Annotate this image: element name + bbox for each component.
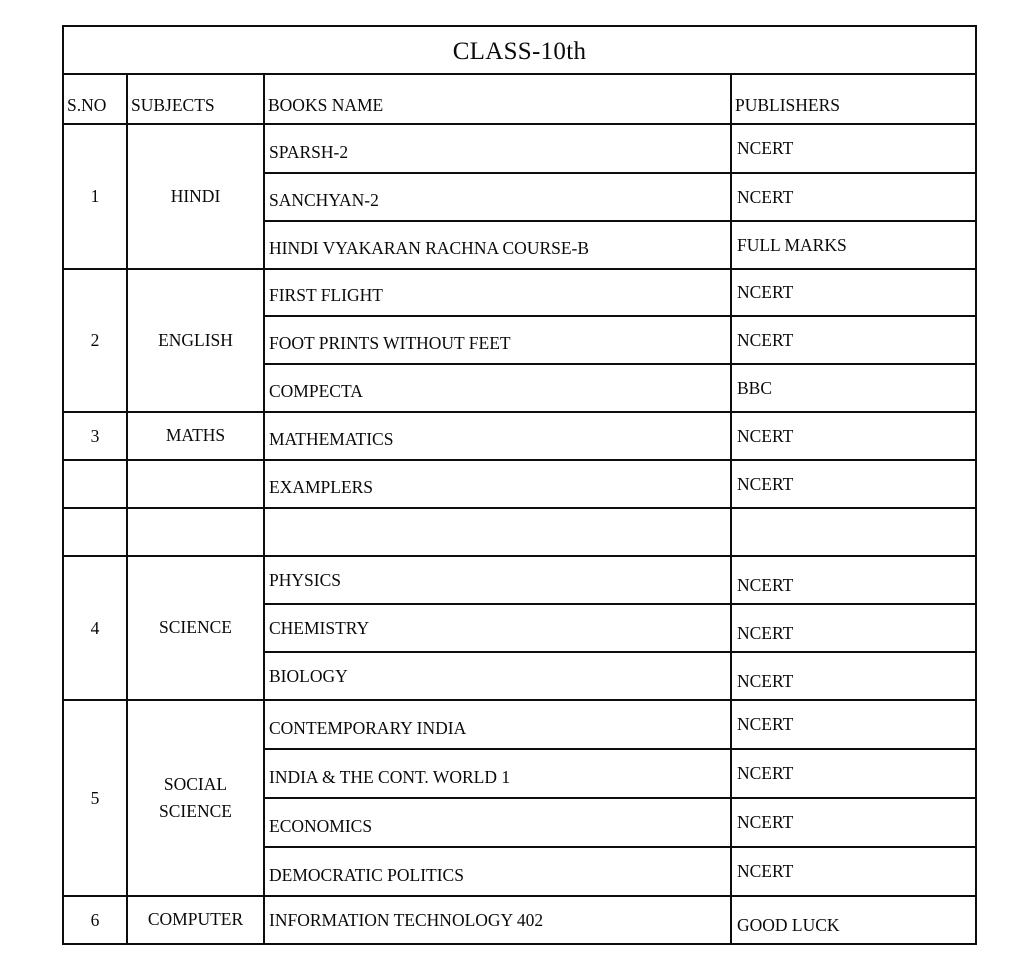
subject-empty xyxy=(126,507,265,557)
column-header-books-name: BOOKS NAME xyxy=(263,73,732,125)
publisher: NCERT xyxy=(730,268,977,317)
publisher: FULL MARKS xyxy=(730,220,977,270)
book-name: FIRST FLIGHT xyxy=(263,268,732,317)
table-row: 1 HINDI SPARSH-2 NCERT xyxy=(62,123,977,270)
table-row: HINDI VYAKARAN RACHNA COURSE-B FULL MARK… xyxy=(63,220,977,270)
table-row: ECONOMICS NCERT xyxy=(63,797,977,848)
column-header-publishers: PUBLISHERS xyxy=(730,73,977,125)
book-name: INFORMATION TECHNOLOGY 402 xyxy=(263,895,732,945)
publisher: GOOD LUCK xyxy=(730,895,977,945)
sno-english: 2 xyxy=(62,268,128,413)
publisher: NCERT xyxy=(730,459,977,509)
book-name xyxy=(263,507,732,557)
publisher: NCERT xyxy=(730,172,977,222)
subject-english: ENGLISH xyxy=(126,268,265,413)
book-name: COMPECTA xyxy=(263,363,732,413)
sno-empty xyxy=(62,459,128,509)
subject-empty xyxy=(126,459,265,509)
book-name: BIOLOGY xyxy=(263,651,732,701)
sno-computer: 6 xyxy=(62,895,128,945)
table-row: 2 ENGLISH FIRST FLIGHT NCERT xyxy=(62,268,977,413)
publisher xyxy=(730,507,977,557)
sno-hindi: 1 xyxy=(62,123,128,270)
table-row: COMPECTA BBC xyxy=(63,363,977,413)
table-row: SANCHYAN-2 NCERT xyxy=(63,172,977,222)
book-name: ECONOMICS xyxy=(263,797,732,848)
page-title: CLASS-10th xyxy=(62,25,977,75)
publisher: NCERT xyxy=(730,123,977,174)
publisher: NCERT xyxy=(730,699,977,750)
table-row: EXAMPLERS NCERT xyxy=(62,459,977,509)
table-row: 4 SCIENCE PHYSICS NCERT xyxy=(62,555,977,701)
table-row: 5 SOCIAL SCIENCE CONTEMPORARY INDIA NCER… xyxy=(62,699,977,897)
subject-computer: COMPUTER xyxy=(126,895,265,945)
publisher: NCERT xyxy=(730,797,977,848)
subject-social-science: SOCIAL SCIENCE xyxy=(126,699,265,897)
publisher: NCERT xyxy=(730,555,977,605)
column-header-subjects: SUBJECTS xyxy=(126,73,265,125)
table-row: FOOT PRINTS WITHOUT FEET NCERT xyxy=(63,315,977,365)
publisher: NCERT xyxy=(730,411,977,461)
book-name: CHEMISTRY xyxy=(263,603,732,653)
book-name: INDIA & THE CONT. WORLD 1 xyxy=(263,748,732,799)
table-row: BIOLOGY NCERT xyxy=(63,651,977,701)
table-row: CHEMISTRY NCERT xyxy=(63,603,977,653)
sno-maths: 3 xyxy=(62,411,128,461)
book-name: SANCHYAN-2 xyxy=(263,172,732,222)
sno-empty xyxy=(62,507,128,557)
book-name: DEMOCRATIC POLITICS xyxy=(263,846,732,897)
table-row: 6 COMPUTER INFORMATION TECHNOLOGY 402 GO… xyxy=(62,895,977,945)
publisher: NCERT xyxy=(730,651,977,701)
table-row: INDIA & THE CONT. WORLD 1 NCERT xyxy=(63,748,977,799)
publisher: NCERT xyxy=(730,315,977,365)
column-header-sno: S.NO xyxy=(62,73,128,125)
publisher: NCERT xyxy=(730,748,977,799)
title-row: CLASS-10th xyxy=(62,25,977,75)
book-list-table: CLASS-10th S.NO SUBJECTS BOOKS NAME PUBL… xyxy=(62,25,977,945)
book-name: PHYSICS xyxy=(263,555,732,605)
subject-science: SCIENCE xyxy=(126,555,265,701)
book-name: FOOT PRINTS WITHOUT FEET xyxy=(263,315,732,365)
book-name: SPARSH-2 xyxy=(263,123,732,174)
subject-maths: MATHS xyxy=(126,411,265,461)
publisher: NCERT xyxy=(730,603,977,653)
subject-hindi: HINDI xyxy=(126,123,265,270)
book-name: MATHEMATICS xyxy=(263,411,732,461)
table-row: DEMOCRATIC POLITICS NCERT xyxy=(63,846,977,897)
book-name: HINDI VYAKARAN RACHNA COURSE-B xyxy=(263,220,732,270)
publisher: BBC xyxy=(730,363,977,413)
book-name: EXAMPLERS xyxy=(263,459,732,509)
empty-row xyxy=(62,507,977,557)
publisher: NCERT xyxy=(730,846,977,897)
header-row: S.NO SUBJECTS BOOKS NAME PUBLISHERS xyxy=(62,73,977,125)
sno-science: 4 xyxy=(62,555,128,701)
table-row: 3 MATHS MATHEMATICS NCERT xyxy=(62,411,977,461)
sno-social-science: 5 xyxy=(62,699,128,897)
book-name: CONTEMPORARY INDIA xyxy=(263,699,732,750)
